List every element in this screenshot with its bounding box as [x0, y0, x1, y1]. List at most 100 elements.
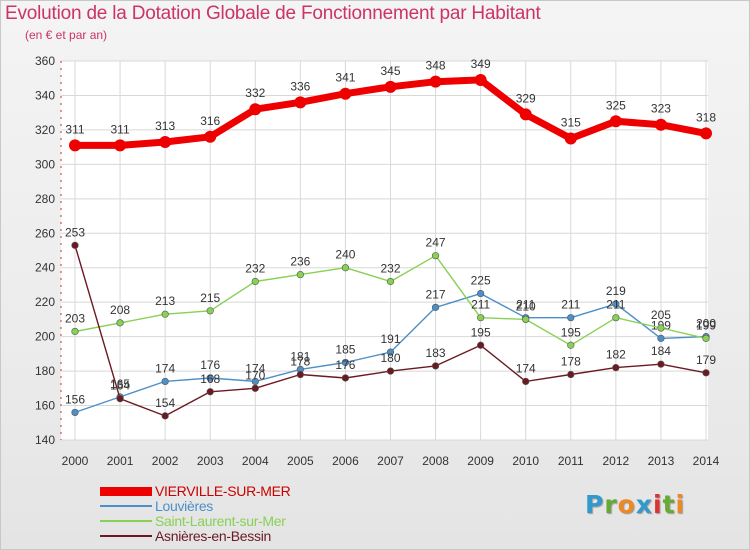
- data-label: 211: [516, 298, 535, 312]
- data-label: 199: [696, 318, 716, 332]
- data-label: 313: [155, 119, 175, 133]
- data-label: 311: [65, 122, 84, 136]
- data-point: [474, 73, 487, 86]
- x-tick-label: 2007: [377, 454, 404, 468]
- data-label: 180: [380, 351, 400, 365]
- data-label: 164: [110, 379, 130, 393]
- data-point: [702, 334, 710, 342]
- data-label: 183: [426, 346, 446, 360]
- data-label: 174: [155, 361, 175, 375]
- logo-letter: o: [617, 490, 636, 519]
- data-point: [567, 341, 575, 349]
- data-point: [522, 377, 530, 386]
- data-point: [71, 327, 79, 336]
- data-label: 225: [471, 274, 491, 288]
- x-tick-label: 2004: [242, 454, 269, 468]
- data-point: [657, 334, 665, 342]
- data-point: [522, 315, 530, 324]
- data-point: [249, 103, 262, 116]
- y-tick-label: 340: [35, 88, 55, 102]
- y-tick-label: 320: [35, 123, 55, 137]
- x-tick-label: 2014: [693, 454, 720, 468]
- proxiti-logo: Proxiti: [585, 490, 685, 519]
- data-point: [161, 310, 169, 318]
- data-label: 203: [65, 311, 85, 325]
- data-label: 211: [606, 298, 625, 312]
- data-point: [341, 264, 350, 272]
- legend-label: VIERVILLE-SUR-MER: [155, 483, 291, 499]
- legend-item: Louvières: [100, 498, 360, 514]
- data-point: [204, 130, 217, 143]
- data-label: 176: [335, 358, 355, 372]
- data-point: [251, 277, 259, 286]
- data-point: [609, 115, 622, 128]
- logo-letter: i: [653, 490, 663, 519]
- data-label: 240: [335, 248, 355, 262]
- data-label: 349: [471, 57, 491, 71]
- data-label: 211: [471, 298, 490, 312]
- y-tick-label: 180: [35, 364, 55, 378]
- data-point: [206, 374, 214, 382]
- legend-item: Asnières-en-Bessin: [100, 528, 360, 544]
- data-label: 323: [651, 102, 671, 116]
- data-point: [206, 388, 214, 396]
- data-point: [159, 135, 172, 148]
- data-point: [386, 277, 395, 286]
- y-tick-label: 300: [35, 157, 55, 171]
- data-label: 210: [516, 299, 536, 313]
- data-label: 311: [111, 122, 130, 136]
- data-point: [654, 118, 667, 131]
- data-label: 184: [651, 344, 671, 358]
- data-point: [612, 300, 620, 308]
- logo-letter: P: [585, 490, 605, 519]
- data-point: [386, 367, 395, 375]
- x-tick-label: 2013: [648, 454, 675, 468]
- data-point: [431, 303, 440, 311]
- data-point: [477, 289, 485, 298]
- data-label: 178: [290, 355, 310, 369]
- data-point: [341, 374, 350, 382]
- data-label: 185: [335, 342, 355, 356]
- data-label: 213: [155, 294, 175, 308]
- data-point: [567, 370, 575, 379]
- data-label: 247: [426, 236, 446, 250]
- data-point: [296, 271, 304, 279]
- data-label: 253: [65, 225, 85, 239]
- data-label: 329: [516, 91, 536, 105]
- data-label: 200: [696, 317, 716, 331]
- data-point: [161, 377, 169, 386]
- data-label: 156: [65, 392, 85, 406]
- y-tick-label: 280: [35, 192, 55, 206]
- legend-item: VIERVILLE-SUR-MER: [100, 483, 360, 499]
- chart-legend: VIERVILLE-SUR-MER Louvières Saint-Laurent-…: [100, 483, 360, 544]
- data-label: 332: [245, 86, 265, 100]
- x-tick-label: 2012: [603, 454, 630, 468]
- y-tick-label: 240: [35, 261, 55, 275]
- legend-swatch: [100, 520, 152, 522]
- data-label: 208: [110, 303, 130, 317]
- y-tick-label: 220: [35, 295, 55, 309]
- data-label: 232: [245, 262, 265, 276]
- y-tick-label: 160: [35, 399, 55, 413]
- data-label: 215: [200, 291, 220, 305]
- data-point: [431, 252, 440, 260]
- data-label: 170: [245, 368, 265, 382]
- data-point: [69, 139, 81, 152]
- chart-subtitle: (en € et par an): [25, 28, 108, 42]
- data-point: [116, 319, 124, 327]
- data-label: 182: [606, 348, 626, 362]
- data-point: [116, 395, 124, 403]
- data-label: 318: [696, 110, 716, 124]
- x-tick-label: 2008: [422, 454, 449, 468]
- data-label: 316: [200, 114, 220, 128]
- data-point: [431, 362, 440, 370]
- data-point: [700, 127, 712, 140]
- legend-swatch: [100, 505, 152, 507]
- data-point: [657, 360, 665, 368]
- data-point: [612, 314, 620, 322]
- data-label: 211: [561, 298, 580, 312]
- data-point: [384, 80, 397, 93]
- data-point: [519, 108, 532, 121]
- data-point: [567, 314, 575, 322]
